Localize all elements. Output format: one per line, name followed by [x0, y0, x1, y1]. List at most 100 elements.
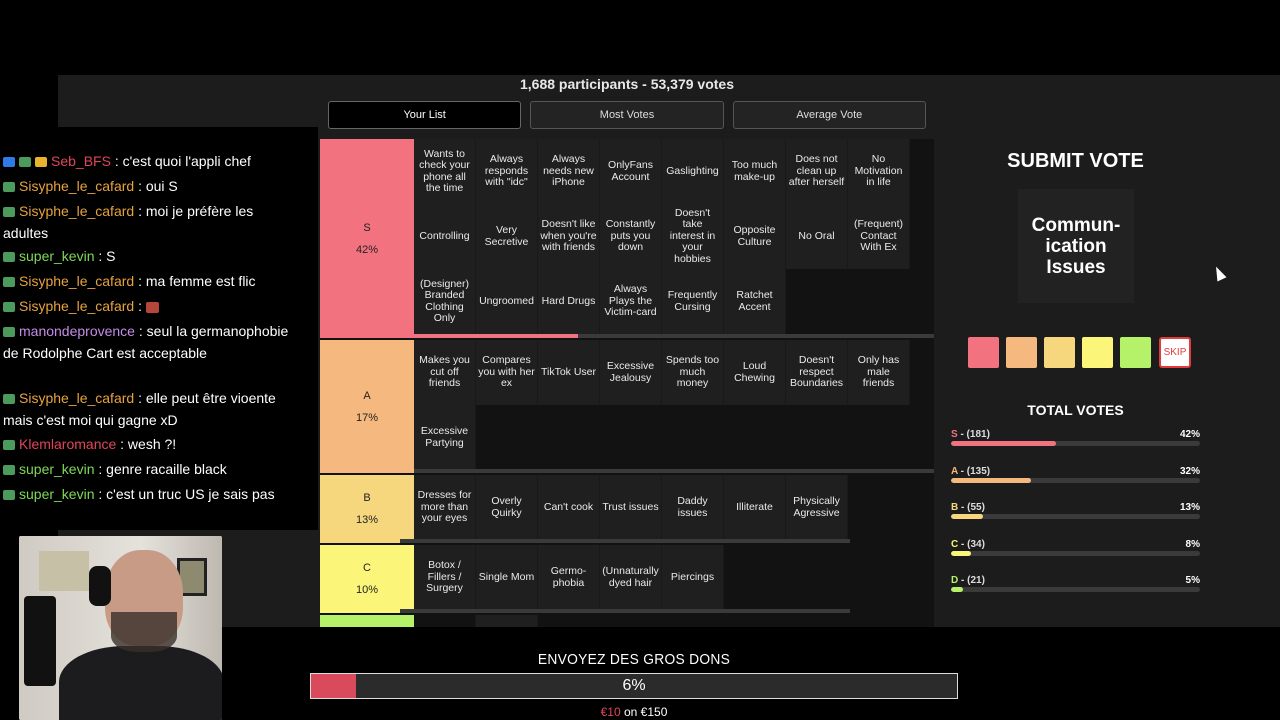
- skip-button[interactable]: SKIP: [1159, 337, 1191, 368]
- tier-item[interactable]: Germo-phobia: [538, 545, 600, 610]
- tier-item[interactable]: Always Plays the Victim-card: [600, 269, 662, 334]
- vote-tier-button-d[interactable]: [1120, 337, 1151, 368]
- tier-item[interactable]: Can't cook: [538, 475, 600, 540]
- tier-item[interactable]: Hard Drugs: [538, 269, 600, 334]
- tier-item[interactable]: Spends too much money: [662, 340, 724, 405]
- chat-message: manondeprovence : seul la germanophobie …: [3, 320, 293, 364]
- tier-item[interactable]: (Designer) Branded Clothing Only: [414, 269, 476, 334]
- tier-item[interactable]: Doesn't like when you're with friends: [538, 204, 600, 269]
- chat-username[interactable]: Sisyphe_le_cafard: [19, 178, 135, 194]
- view-tabs: Your List Most Votes Average Vote: [328, 101, 926, 129]
- tier-item[interactable]: Always needs new iPhone: [538, 139, 600, 204]
- bot-badge-icon: [3, 490, 15, 501]
- chat-text: : S: [94, 248, 116, 264]
- tier-scrollbar[interactable]: [400, 539, 850, 543]
- vote-tier-button-b[interactable]: [1044, 337, 1075, 368]
- tier-scrollbar[interactable]: [414, 334, 934, 338]
- vote-tier-button-c[interactable]: [1082, 337, 1113, 368]
- tier-item[interactable]: Doesn't take interest in your hobbies: [662, 204, 724, 269]
- total-votes-bar: [951, 441, 1200, 446]
- chat-username[interactable]: Sisyphe_le_cafard: [19, 203, 135, 219]
- tier-letter: S: [951, 429, 958, 440]
- chat-username[interactable]: Sisyphe_le_cafard: [19, 298, 135, 314]
- total-votes-label: B - (55): [951, 502, 985, 513]
- chat-username[interactable]: super_kevin: [19, 461, 95, 477]
- tier-item[interactable]: Makes you cut off friends: [414, 340, 476, 405]
- chat-message: Sisyphe_le_cafard : ma femme est flic: [3, 270, 293, 292]
- chat-text: : ma femme est flic: [134, 273, 256, 289]
- vote-tier-button-s[interactable]: [968, 337, 999, 368]
- tier-items: Dresses for more than your eyes Overly Qu…: [414, 475, 912, 540]
- tier-item[interactable]: Very Secretive: [476, 204, 538, 269]
- tier-item[interactable]: Overly Quirky: [476, 475, 538, 540]
- donation-amount: €10 on €150: [310, 705, 958, 719]
- tab-average-vote[interactable]: Average Vote: [732, 101, 926, 129]
- tier-item[interactable]: Excessive Jealousy: [600, 340, 662, 405]
- tier-item[interactable]: Loud Chewing: [724, 340, 786, 405]
- tier-item[interactable]: No Oral: [786, 204, 848, 269]
- webcam-feed: [19, 536, 222, 720]
- emote-icon: [145, 301, 159, 313]
- tier-item[interactable]: No Motivation in life: [848, 139, 910, 204]
- total-votes-label: D - (21): [951, 575, 985, 586]
- tier-item[interactable]: Always responds with "idc": [476, 139, 538, 204]
- chat-username[interactable]: Klemlaromance: [19, 436, 117, 452]
- total-votes-bar: [951, 514, 1200, 519]
- tier-item[interactable]: Illiterate: [724, 475, 786, 540]
- tier-item[interactable]: TikTok User: [538, 340, 600, 405]
- tier-item[interactable]: Controlling: [414, 204, 476, 269]
- tier-scrollbar[interactable]: [414, 469, 934, 473]
- tier-item[interactable]: Gaslighting: [662, 139, 724, 204]
- tier-item[interactable]: Physically Agressive: [786, 475, 848, 540]
- tier-item[interactable]: (Unnaturally dyed hair: [600, 545, 662, 610]
- chat-username[interactable]: Sisyphe_le_cafard: [19, 390, 135, 406]
- tier-item[interactable]: Compares you with her ex: [476, 340, 538, 405]
- bot-badge-icon: [3, 440, 15, 451]
- chat-text: : wesh ?!: [116, 436, 177, 452]
- tier-item[interactable]: [414, 615, 476, 627]
- tier-item[interactable]: Wants to check your phone all the time: [414, 139, 476, 204]
- chat-username[interactable]: super_kevin: [19, 248, 95, 264]
- tier-row-b: B 13% Dresses for more than your eyes Overl…: [320, 475, 934, 543]
- tier-item[interactable]: Botox / Fillers / Surgery: [414, 545, 476, 610]
- tier-item[interactable]: Does not clean up after herself: [786, 139, 848, 204]
- vote-tier-button-a[interactable]: [1006, 337, 1037, 368]
- submit-vote-title: SUBMIT VOTE: [1007, 150, 1144, 172]
- tier-item[interactable]: Daddy issues: [662, 475, 724, 540]
- tier-item[interactable]: (Frequent) Contact With Ex: [848, 204, 910, 269]
- total-votes-bar-fill: [951, 478, 1031, 483]
- tier-item[interactable]: Trust issues: [600, 475, 662, 540]
- tier-item[interactable]: Piercings: [662, 545, 724, 610]
- chat-overlay: Seb_BFS : c'est quoi l'appli chef Sisyphe…: [0, 127, 318, 530]
- tier-item[interactable]: Dresses for more than your eyes: [414, 475, 476, 540]
- chat-message: super_kevin : c'est un truc US je sais p…: [3, 483, 293, 505]
- tier-item[interactable]: Constantly: [476, 615, 538, 627]
- tier-label-s: S 42%: [320, 139, 414, 338]
- total-votes-row-d: D - (21) 5%: [951, 575, 1200, 605]
- bot-badge-icon: [3, 465, 15, 476]
- chat-message: super_kevin : genre racaille black: [3, 458, 293, 480]
- tab-most-votes[interactable]: Most Votes: [530, 101, 724, 129]
- chat-username[interactable]: super_kevin: [19, 486, 95, 502]
- chat-username[interactable]: manondeprovence: [19, 323, 135, 339]
- chat-message: Sisyphe_le_cafard : moi je préfère les a…: [3, 200, 293, 244]
- tab-your-list[interactable]: Your List: [328, 101, 522, 129]
- tier-item[interactable]: Constantly puts you down: [600, 204, 662, 269]
- tier-item[interactable]: Excessive Partying: [414, 405, 476, 470]
- bot-badge-icon: [3, 394, 15, 405]
- tier-letter: D: [951, 575, 959, 586]
- current-vote-item[interactable]: Commun-ication Issues: [1018, 189, 1134, 303]
- tier-item[interactable]: Opposite Culture: [724, 204, 786, 269]
- chat-username[interactable]: Sisyphe_le_cafard: [19, 273, 135, 289]
- tier-item[interactable]: Too much make-up: [724, 139, 786, 204]
- tier-scrollbar[interactable]: [400, 609, 850, 613]
- tier-item[interactable]: Ratchet Accent: [724, 269, 786, 334]
- tier-item[interactable]: Doesn't respect Boundaries: [786, 340, 848, 405]
- tier-item[interactable]: Frequently Cursing: [662, 269, 724, 334]
- total-votes-bar-fill: [951, 551, 971, 556]
- tier-item[interactable]: Ungroomed: [476, 269, 538, 334]
- tier-item[interactable]: Single Mom: [476, 545, 538, 610]
- chat-username[interactable]: Seb_BFS: [51, 153, 111, 169]
- tier-item[interactable]: OnlyFans Account: [600, 139, 662, 204]
- tier-item[interactable]: Only has male friends: [848, 340, 910, 405]
